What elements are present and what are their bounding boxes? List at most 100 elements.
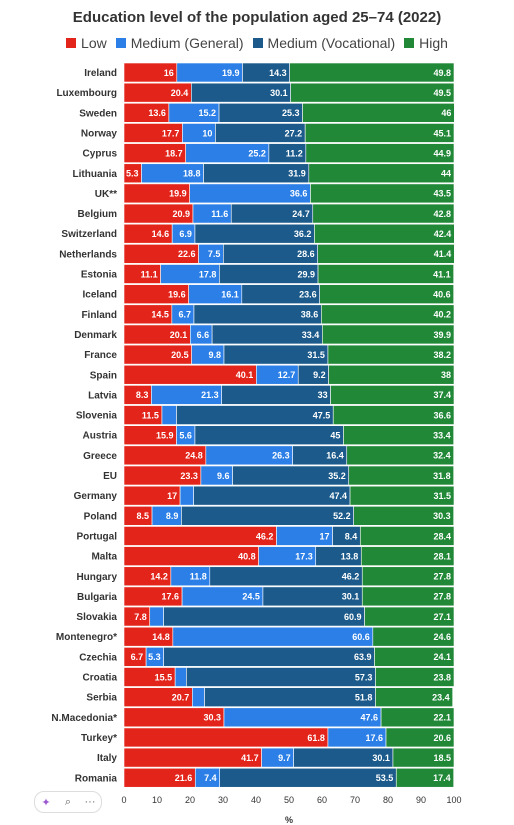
data-label-medium-general-eu: 9.6 [217, 471, 230, 481]
data-label-medium-general-poland: 8.9 [166, 511, 179, 521]
data-label-medium-vocational-latvia: 33 [318, 390, 328, 400]
x-tick-label: 40 [251, 795, 261, 805]
category-label-cyprus: Cyprus [83, 149, 118, 160]
data-label-low-ireland: 16 [164, 68, 174, 78]
data-label-medium-vocational-poland: 52.2 [333, 511, 351, 521]
bar-medium-general-montenegro [172, 626, 374, 647]
bar-high-denmark [322, 324, 455, 345]
bar-high-estonia [317, 264, 454, 284]
data-label-low-portugal: 46.2 [256, 531, 274, 541]
bar-medium-vocational-romania [219, 767, 397, 788]
data-label-medium-general-estonia: 17.8 [199, 269, 217, 279]
data-label-medium-general-hungary: 11.8 [190, 572, 207, 582]
category-label-slovakia: Slovakia [76, 612, 117, 623]
data-label-medium-vocational-slovenia: 47.5 [313, 410, 331, 420]
bar-high-slovakia [364, 606, 455, 627]
data-label-low-netherlands: 22.6 [178, 249, 196, 259]
bar-high-poland [353, 505, 454, 526]
data-label-high-switzerland: 42.4 [434, 229, 452, 239]
data-label-high-italy: 18.5 [433, 753, 451, 763]
bar-medium-vocational-germany [193, 485, 351, 506]
bar-high-switzerland [314, 223, 455, 244]
data-label-high-montenegro: 24.6 [433, 632, 451, 642]
data-label-medium-general-n-macedonia: 47.6 [361, 713, 379, 723]
data-label-high-portugal: 28.4 [433, 531, 451, 541]
bar-high-latvia [330, 385, 455, 405]
data-label-high-turkey: 20.6 [433, 733, 451, 743]
legend-item-high[interactable]: High [404, 35, 448, 51]
x-tick-label: 60 [317, 795, 327, 805]
data-label-high-bulgaria: 27.8 [433, 592, 451, 602]
data-label-low-croatia: 15.5 [155, 672, 173, 682]
category-label-netherlands: Netherlands [59, 249, 117, 260]
data-label-high-spain: 38 [441, 370, 451, 380]
bar-high-romania [395, 767, 454, 788]
data-label-low-n-macedonia: 30.3 [203, 713, 221, 723]
data-label-low-eu: 23.3 [180, 471, 198, 481]
data-label-low-sweden: 13.6 [148, 108, 166, 118]
data-label-medium-vocational-croatia: 57.3 [355, 672, 373, 682]
bar-high-netherlands [317, 244, 455, 264]
data-label-high-slovakia: 27.1 [433, 612, 451, 622]
legend-item-medium-vocational[interactable]: Medium (Vocational) [252, 35, 395, 51]
bar-medium-general-germany [179, 485, 194, 506]
data-label-low-montenegro: 14.8 [152, 632, 170, 642]
data-label-low-romania: 21.6 [175, 773, 193, 783]
data-label-high-ireland: 49.8 [433, 68, 451, 78]
data-label-medium-general-uk: 36.6 [290, 189, 308, 199]
category-label-latvia: Latvia [88, 390, 117, 401]
bar-high-turkey [385, 727, 455, 748]
bar-high-luxembourg [290, 82, 455, 103]
data-label-high-latvia: 37.4 [433, 390, 451, 400]
data-label-medium-general-netherlands: 7.5 [208, 249, 221, 259]
bar-medium-general-serbia [192, 687, 205, 707]
x-tick-label: 0 [121, 795, 126, 805]
bar-medium-vocational-croatia [186, 667, 376, 687]
category-label-austria: Austria [83, 431, 118, 442]
bar-high-n-macedonia [380, 707, 455, 728]
data-label-medium-vocational-romania: 53.5 [376, 773, 394, 783]
category-label-norway: Norway [81, 128, 118, 139]
data-label-low-austria: 15.9 [156, 431, 174, 441]
data-label-low-turkey: 61.8 [307, 733, 325, 743]
search-icon[interactable]: ⌕ [64, 795, 72, 808]
bar-high-czechia [374, 647, 455, 667]
bar-high-austria [343, 425, 454, 446]
data-label-high-greece: 32.4 [433, 451, 451, 461]
bar-high-italy [392, 747, 455, 768]
data-label-medium-vocational-eu: 35.2 [328, 471, 346, 481]
legend-swatch-low [66, 38, 77, 48]
x-axis-title: % [284, 815, 293, 825]
data-label-low-italy: 41.7 [241, 753, 259, 763]
data-label-low-cyprus: 18.7 [165, 148, 183, 158]
legend-item-medium-general[interactable]: Medium (General) [115, 35, 244, 51]
data-label-medium-vocational-germany: 47.4 [330, 491, 348, 501]
data-label-high-sweden: 46 [441, 108, 451, 118]
data-label-low-denmark: 20.1 [170, 330, 188, 340]
more-icon[interactable]: ··· [84, 796, 96, 808]
sparkle-icon[interactable]: ✦ [41, 796, 51, 809]
x-tick-label: 70 [350, 795, 360, 805]
data-label-low-malta: 40.8 [238, 551, 256, 561]
data-label-medium-vocational-serbia: 51.8 [355, 692, 373, 702]
bar-high-greece [346, 445, 454, 466]
bar-medium-general-n-macedonia [223, 707, 382, 728]
data-label-high-norway: 45.1 [433, 128, 451, 138]
category-label-greece: Greece [83, 451, 117, 462]
data-label-low-greece: 24.8 [185, 451, 203, 461]
category-label-malta: Malta [91, 552, 117, 563]
data-label-medium-general-iceland: 16.1 [221, 289, 239, 299]
bar-high-finland [321, 304, 455, 325]
bar-high-hungary [361, 566, 455, 587]
bar-medium-vocational-latvia [221, 385, 331, 405]
data-label-medium-general-montenegro: 60.6 [352, 632, 370, 642]
legend: Low Medium (General) Medium (Vocational)… [0, 35, 514, 51]
data-label-high-poland: 30.3 [433, 511, 451, 521]
data-label-medium-general-lithuania: 18.8 [183, 169, 201, 179]
bar-high-montenegro [372, 626, 455, 647]
data-label-low-germany: 17 [167, 491, 177, 501]
bar-high-bulgaria [361, 586, 455, 607]
data-label-medium-general-spain: 12.7 [278, 370, 296, 380]
data-label-medium-vocational-ireland: 14.3 [269, 68, 287, 78]
legend-item-low[interactable]: Low [66, 35, 107, 51]
